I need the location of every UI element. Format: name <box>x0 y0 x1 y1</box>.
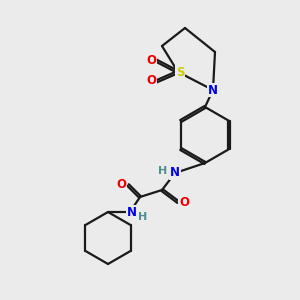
Text: O: O <box>146 53 156 67</box>
Text: N: N <box>127 206 137 218</box>
Text: O: O <box>116 178 126 190</box>
Text: H: H <box>138 212 148 222</box>
Text: N: N <box>170 167 180 179</box>
Text: N: N <box>208 83 218 97</box>
Text: S: S <box>176 65 184 79</box>
Text: H: H <box>158 166 168 176</box>
Text: O: O <box>146 74 156 86</box>
Text: O: O <box>179 196 189 209</box>
